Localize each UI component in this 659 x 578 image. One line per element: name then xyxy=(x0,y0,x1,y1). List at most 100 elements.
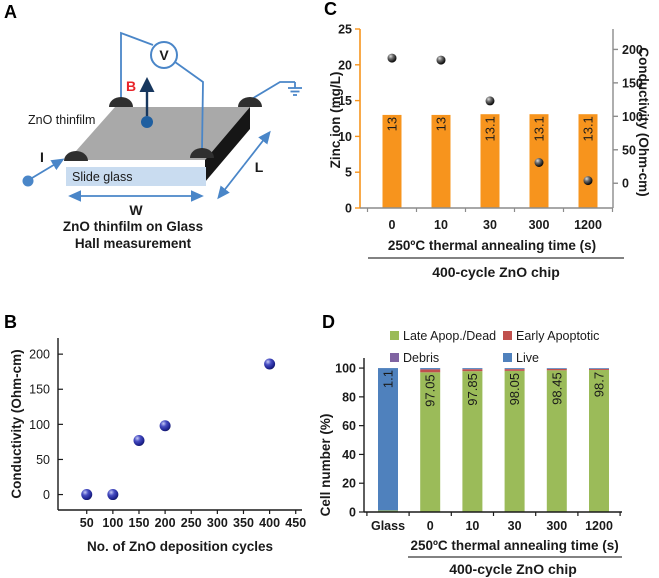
slide-glass-label: Slide glass xyxy=(72,170,132,184)
voltmeter-label: V xyxy=(159,47,169,63)
stack-segment-early-apoptotic xyxy=(546,368,567,371)
electrode-contact-back-left xyxy=(109,97,133,107)
y-tick-label: 100 xyxy=(335,362,356,376)
bar-value-label: 1.1 xyxy=(381,370,396,388)
data-point xyxy=(81,489,93,501)
current-terminal-dot xyxy=(22,175,34,187)
current-arrow xyxy=(31,158,65,179)
right-tick-label: 150 xyxy=(622,76,643,90)
stack-segment-live xyxy=(546,368,567,369)
stack-segment-late-apop-dead xyxy=(504,370,525,512)
left-axis-title: Zinc ion (mg/L) xyxy=(328,72,343,169)
stack-segment-early-apoptotic xyxy=(589,368,609,370)
conductivity-point xyxy=(583,176,593,186)
stack-segment-live xyxy=(462,368,483,369)
panel-c-zinc-conductivity-combo: 13 0 13 10 13.1 30 13.1 300 13.1 1200 0 5 10 15 20 25 0 5… xyxy=(328,23,651,281)
panel-b-conductivity-scatter: 0 50 100 150 200 50 100 150 200 250 300 350 400 450 No… xyxy=(9,338,306,554)
legend-label: Early Apoptotic xyxy=(516,329,599,343)
left-tick-label: 20 xyxy=(338,58,352,72)
category-label: 300 xyxy=(529,218,550,232)
stack-segment-late-apop-dead xyxy=(378,510,398,512)
hall-probe-node xyxy=(141,116,153,128)
category-label: Glass xyxy=(371,519,405,533)
length-label: L xyxy=(255,159,264,175)
group-label: 400-cycle ZnO chip xyxy=(432,264,560,280)
category-label: 0 xyxy=(427,519,434,533)
wire-voltmeter-left xyxy=(120,31,154,100)
caption-line2: Hall measurement xyxy=(75,236,192,251)
category-label: 30 xyxy=(508,519,522,533)
x-tick-label: 250 xyxy=(181,516,202,530)
data-point xyxy=(133,434,145,446)
y-tick-label: 0 xyxy=(43,488,50,502)
x-axis-title: 250ºC thermal annealing time (s) xyxy=(388,238,596,253)
stack-segment-late-apop-dead xyxy=(589,369,609,512)
panel-label-a: A xyxy=(4,2,17,22)
legend-label: Live xyxy=(516,351,539,365)
category-label: 1200 xyxy=(574,218,602,232)
conductivity-point xyxy=(436,55,446,65)
bar-value-label: 98.45 xyxy=(549,372,564,405)
legend-swatch-late-apop-dead xyxy=(390,331,399,340)
x-tick-label: 400 xyxy=(259,516,280,530)
right-tick-label: 100 xyxy=(622,110,643,124)
stack-segment-early-apoptotic xyxy=(462,369,483,372)
width-label: W xyxy=(129,202,143,218)
length-arrow-front xyxy=(217,164,245,200)
data-point xyxy=(107,489,119,501)
x-axis-title: No. of ZnO deposition cycles xyxy=(87,539,273,554)
wire-ground xyxy=(249,81,295,101)
stack-segment-early-apoptotic xyxy=(504,369,525,371)
panel-label-d: D xyxy=(322,312,335,332)
y-tick-label: 40 xyxy=(342,448,356,462)
legend-swatch-early-apoptotic xyxy=(503,331,512,340)
bar-zinc-ion xyxy=(480,114,500,208)
bar-value-label: 13 xyxy=(385,117,400,131)
length-arrow-back xyxy=(243,130,271,166)
electrode-contact-front-right xyxy=(190,148,214,158)
category-label: 300 xyxy=(546,519,567,533)
ground-symbol xyxy=(288,82,302,96)
voltmeter-circle xyxy=(150,41,178,69)
slide-glass-slab xyxy=(66,167,206,186)
right-axis-title: Conductivity (Ohm-cm) xyxy=(636,47,651,196)
y-tick-label: 20 xyxy=(342,477,356,491)
panel-a-hall-diagram: Slide glass B V I W L ZnO thinfilm ZnO t… xyxy=(22,31,302,251)
bar-value-label: 98.7 xyxy=(592,372,607,397)
zno-film-side-face xyxy=(205,107,250,182)
category-label: 10 xyxy=(465,519,479,533)
magnetic-field-label: B xyxy=(126,78,136,94)
bar-zinc-ion xyxy=(431,114,451,208)
right-tick-label: 200 xyxy=(622,43,643,57)
panel-d-cell-viability-stacked: Late Apop./Dead Early Apoptotic Debris Live… xyxy=(318,329,622,577)
bar-value-label: 13.1 xyxy=(581,116,596,141)
zno-film-top-face xyxy=(68,107,250,160)
conductivity-point xyxy=(387,53,397,63)
legend-swatch-live xyxy=(503,353,512,362)
x-tick-label: 50 xyxy=(80,516,94,530)
x-tick-label: 450 xyxy=(285,516,306,530)
category-label: 0 xyxy=(389,218,396,232)
x-axis-title: 250ºC thermal annealing time (s) xyxy=(410,538,618,553)
stack-segment-live xyxy=(420,368,441,370)
left-tick-label: 25 xyxy=(338,23,352,37)
bar-zinc-ion xyxy=(382,114,402,208)
x-tick-label: 300 xyxy=(207,516,228,530)
data-point xyxy=(159,420,171,432)
y-tick-label: 100 xyxy=(29,418,50,432)
stack-segment-early-apoptotic xyxy=(420,369,441,373)
right-tick-label: 50 xyxy=(622,143,636,157)
category-label: 1200 xyxy=(585,519,613,533)
legend-label: Late Apop./Dead xyxy=(403,329,496,343)
bar-value-label: 98.05 xyxy=(507,373,522,406)
left-tick-label: 0 xyxy=(345,202,352,216)
bar-value-label: 97.85 xyxy=(465,373,480,406)
caption-line1: ZnO thinfilm on Glass xyxy=(63,219,203,234)
stack-segment-late-apop-dead xyxy=(420,372,441,512)
bar-zinc-ion xyxy=(578,114,598,208)
y-tick-label: 60 xyxy=(342,419,356,433)
y-axis-title: Conductivity (Ohm-cm) xyxy=(9,349,24,498)
y-axis-title: Cell number (%) xyxy=(318,414,333,517)
bar-value-label: 13.1 xyxy=(483,116,498,141)
y-tick-label: 150 xyxy=(29,383,50,397)
